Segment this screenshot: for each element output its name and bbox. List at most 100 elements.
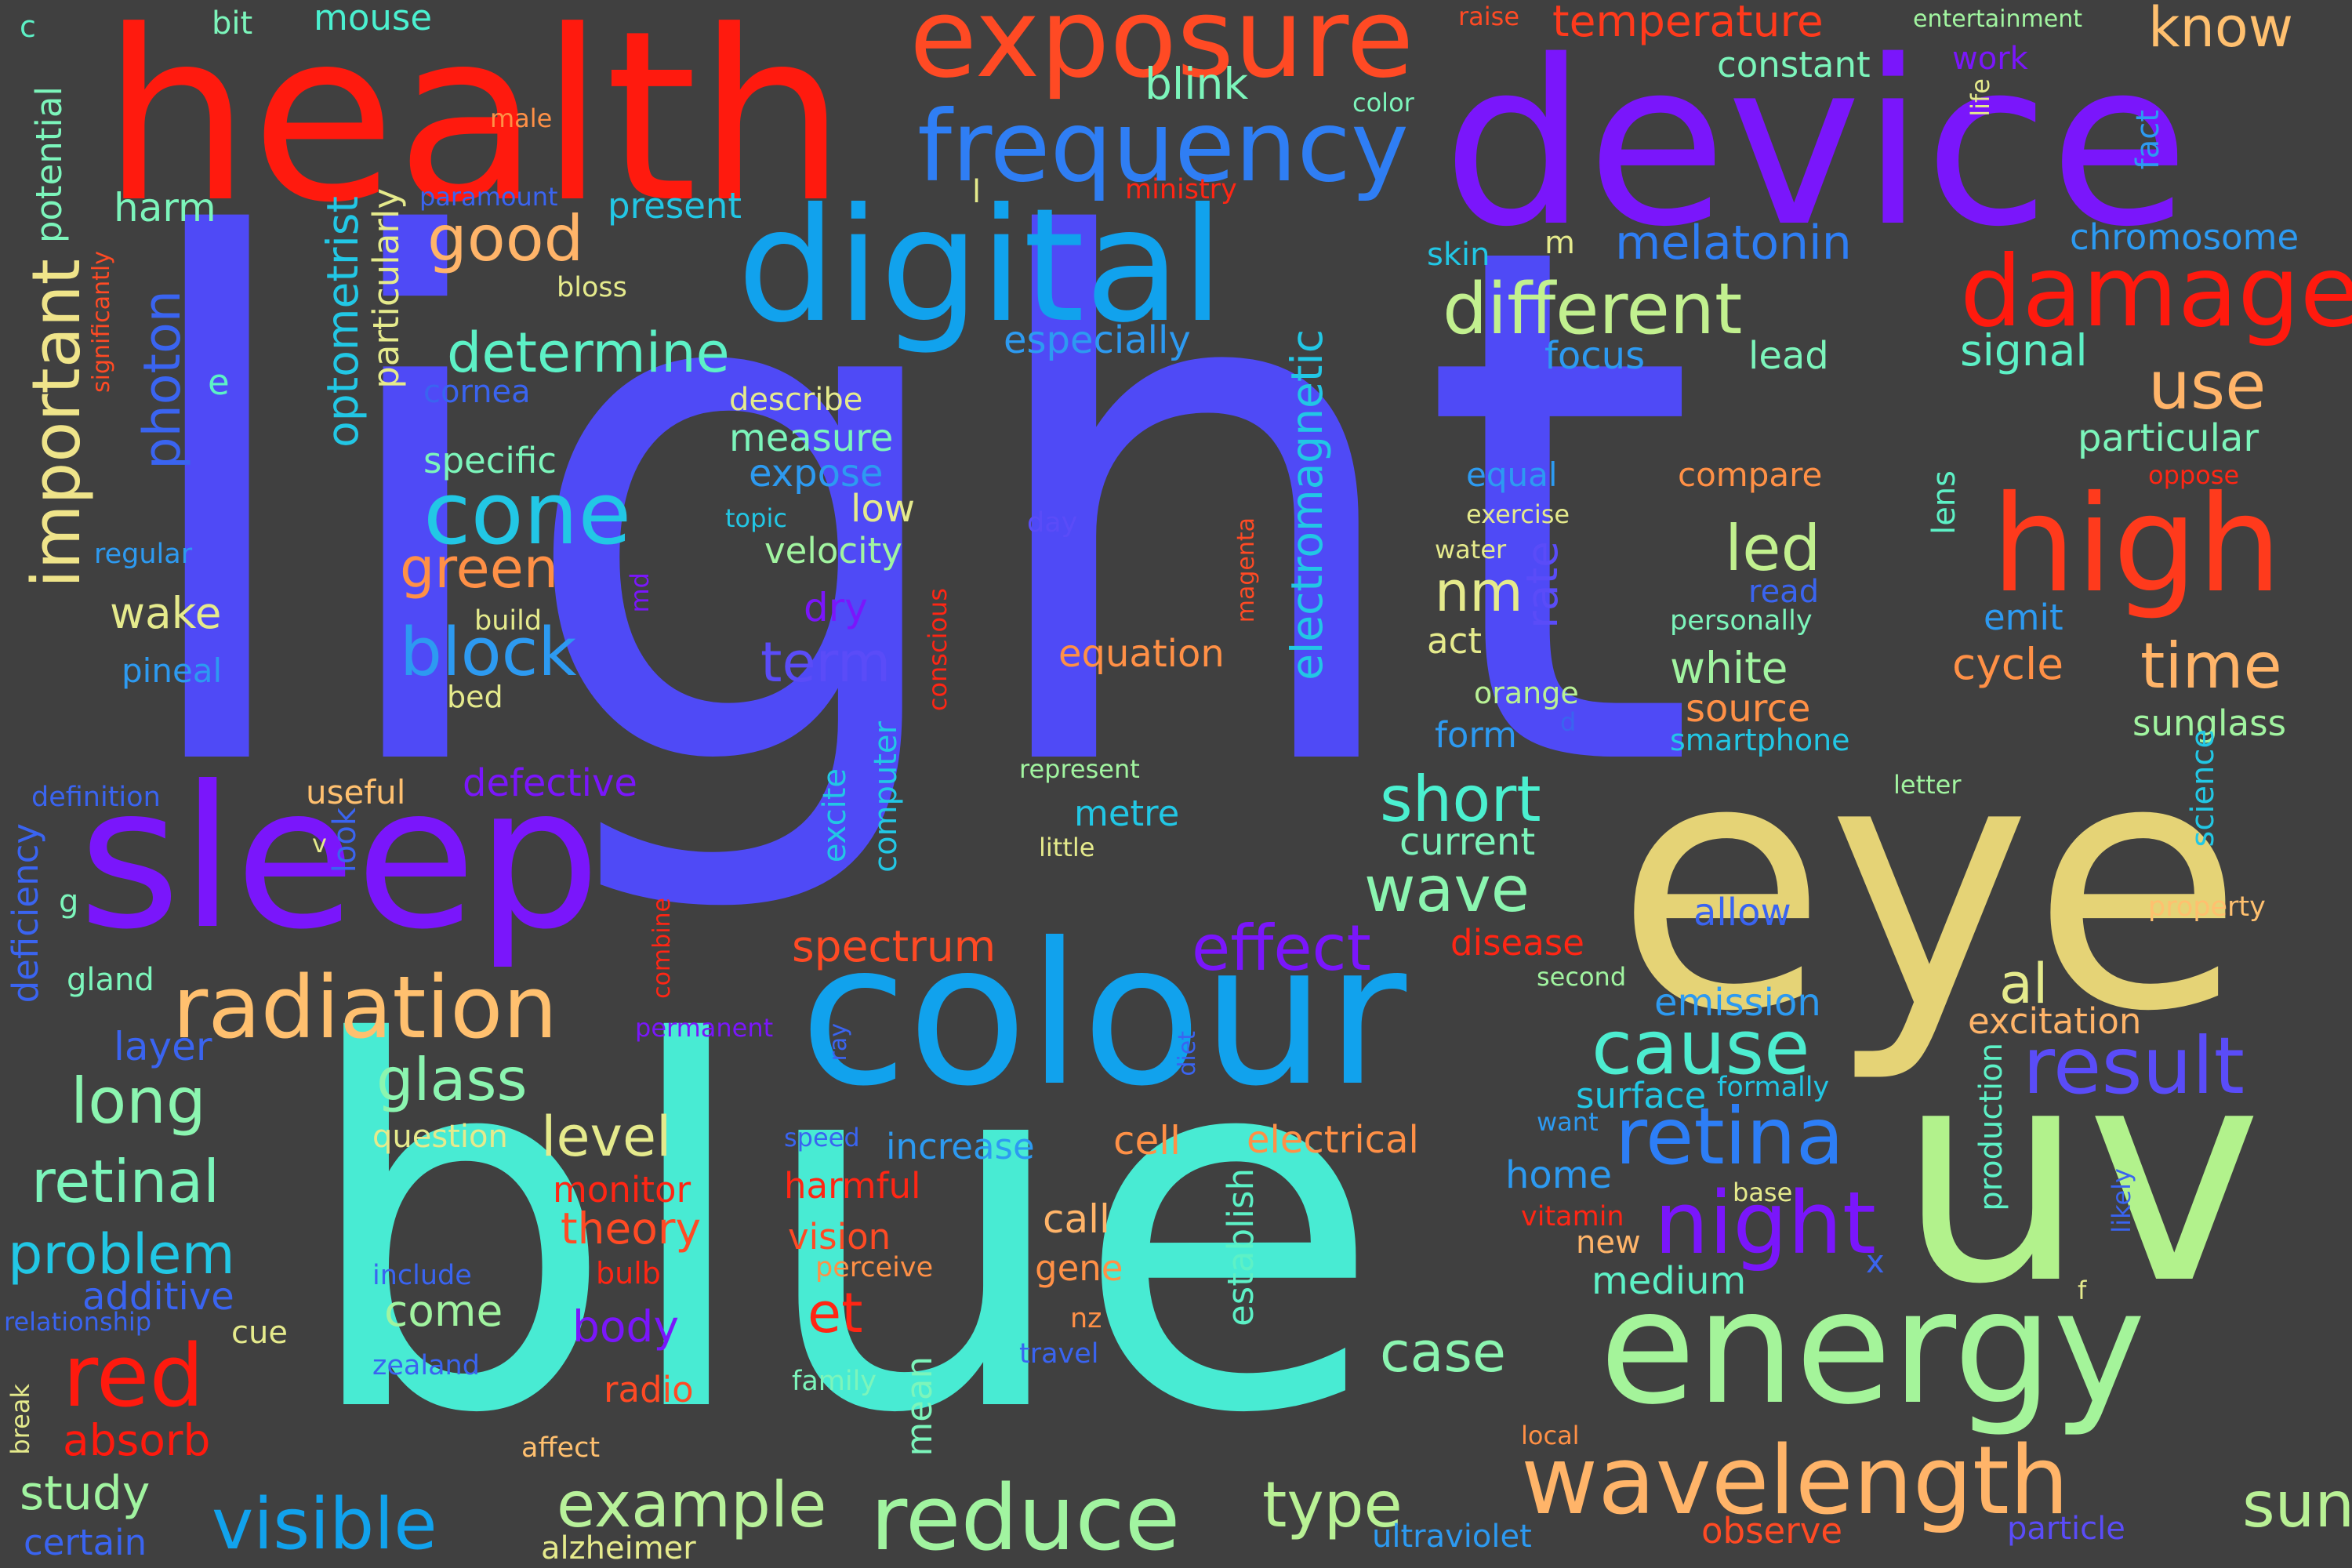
word-computer: computer xyxy=(868,721,904,873)
word-compare: compare xyxy=(1678,456,1823,494)
word-ministry: ministry xyxy=(1125,174,1237,205)
word-oppose: oppose xyxy=(2148,460,2240,490)
word-white: white xyxy=(1670,643,1788,693)
word-establish: establish xyxy=(1220,1168,1261,1327)
word-chromosome: chromosome xyxy=(2070,216,2299,258)
word-significantly: significantly xyxy=(88,251,115,393)
word-medium: medium xyxy=(1592,1259,1747,1303)
word-dry: dry xyxy=(804,585,868,630)
word-perceive: perceive xyxy=(815,1252,934,1283)
word-electromagnetic: electromagnetic xyxy=(1282,329,1332,681)
word-second: second xyxy=(1537,962,1627,992)
word-md: md xyxy=(625,572,655,613)
word-local: local xyxy=(1521,1421,1580,1450)
word-question: question xyxy=(372,1119,508,1155)
word-entertainment: entertainment xyxy=(1913,5,2082,33)
word-allow: allow xyxy=(1693,891,1791,935)
word-block: block xyxy=(400,614,577,691)
word-vitamin: vitamin xyxy=(1521,1201,1624,1232)
word-blue: blue xyxy=(298,938,1383,1523)
word-regular: regular xyxy=(94,539,193,570)
word-nm: nm xyxy=(1435,560,1523,624)
word-call: call xyxy=(1043,1196,1110,1242)
word-useful: useful xyxy=(306,773,406,811)
word-equation: equation xyxy=(1058,632,1225,676)
word-act: act xyxy=(1427,620,1482,662)
word-particularly: particularly xyxy=(365,188,407,389)
word-vision: vision xyxy=(788,1216,891,1258)
word-exercise: exercise xyxy=(1466,499,1570,529)
word-colour: colour xyxy=(800,901,1407,1129)
word-specific: specific xyxy=(423,440,557,481)
word-science: science xyxy=(2185,729,2221,848)
word-sun: sun xyxy=(2242,1468,2352,1541)
word-represent: represent xyxy=(1019,754,1140,784)
word-fact: fact xyxy=(2130,110,2166,170)
word-metre: metre xyxy=(1074,793,1180,834)
word-bulb: bulb xyxy=(596,1256,661,1290)
word-cycle: cycle xyxy=(1952,639,2064,689)
word-problem: problem xyxy=(8,1222,235,1287)
word-night: night xyxy=(1654,1173,1876,1273)
word-v: v xyxy=(312,829,327,858)
word-exposure: exposure xyxy=(909,0,1414,103)
word-want: want xyxy=(1537,1107,1599,1137)
word-mean: mean xyxy=(898,1356,940,1457)
word-device: device xyxy=(1443,13,2190,277)
word-certain: certain xyxy=(24,1522,147,1563)
word-mouse: mouse xyxy=(314,0,433,38)
word-equal: equal xyxy=(1466,456,1558,494)
word-use: use xyxy=(2148,347,2267,425)
word-formally: formally xyxy=(1717,1072,1830,1103)
word-et: et xyxy=(808,1281,863,1345)
word-layer: layer xyxy=(114,1024,212,1069)
word-energy: energy xyxy=(1599,1257,2146,1439)
word-paramount: paramount xyxy=(419,182,558,212)
word-low: low xyxy=(851,487,915,531)
word-know: know xyxy=(2148,0,2293,60)
word-d: d xyxy=(1560,707,1577,737)
word-gland: gland xyxy=(67,962,154,998)
word-radio: radio xyxy=(604,1369,694,1410)
word-retina: retina xyxy=(1615,1091,1845,1182)
word-good: good xyxy=(427,202,584,275)
word-uv: uv xyxy=(1897,1002,2263,1349)
word-ultraviolet: ultraviolet xyxy=(1372,1519,1532,1555)
word-cone: cone xyxy=(423,463,632,564)
word-constant: constant xyxy=(1717,44,1871,85)
word-production: production xyxy=(1973,1043,2009,1211)
word-effect: effect xyxy=(1192,912,1371,985)
word-high: high xyxy=(1991,467,2282,622)
word-cue: cue xyxy=(231,1315,288,1351)
word-diet: diet xyxy=(1174,1031,1201,1076)
word-alzheimer: alzheimer xyxy=(541,1530,696,1566)
word-f: f xyxy=(2078,1276,2087,1305)
word-affect: affect xyxy=(521,1432,601,1464)
word-bed: bed xyxy=(447,680,503,714)
word-focus: focus xyxy=(1544,334,1646,378)
word-conscious: conscious xyxy=(923,588,953,712)
word-life: life xyxy=(1965,78,1995,117)
word-topic: topic xyxy=(725,503,787,533)
word-deficiency: deficiency xyxy=(5,823,46,1004)
word-excite: excite xyxy=(817,768,853,863)
word-excitation: excitation xyxy=(1968,1000,2142,1042)
word-determine: determine xyxy=(447,321,730,385)
word-build: build xyxy=(474,605,543,637)
word-retinal: retinal xyxy=(31,1147,220,1216)
word-body: body xyxy=(572,1301,680,1352)
word-property: property xyxy=(2148,891,2266,923)
word-speed: speed xyxy=(784,1123,860,1152)
word-sunglass: sunglass xyxy=(2132,702,2287,744)
word-rate: rate xyxy=(1517,541,1567,629)
word-especially: especially xyxy=(1004,318,1191,362)
word-l: l xyxy=(972,174,982,210)
word-come: come xyxy=(384,1286,503,1336)
word-home: home xyxy=(1505,1153,1613,1197)
word-source: source xyxy=(1686,687,1811,731)
word-different: different xyxy=(1443,268,1743,350)
word-base: base xyxy=(1733,1178,1793,1207)
word-lead: lead xyxy=(1748,334,1829,378)
word-relationship: relationship xyxy=(4,1307,152,1337)
word-wake: wake xyxy=(110,588,222,638)
